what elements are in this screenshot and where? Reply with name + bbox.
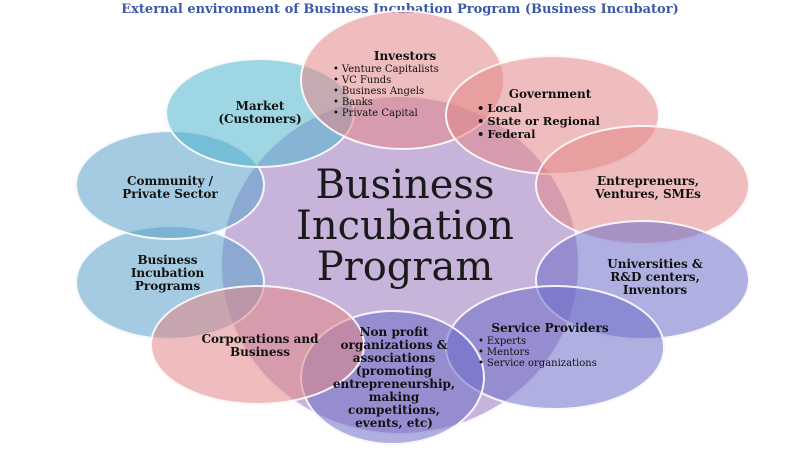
nonprofit-line-8: events, etc) xyxy=(355,416,433,430)
center-line-2: Incubation xyxy=(296,203,514,249)
entrepreneurs-line-2: Ventures, SMEs xyxy=(595,187,701,201)
corporations-line-2: Business xyxy=(229,345,291,359)
universities-line-1: Universities & xyxy=(607,257,703,271)
list-item: Private Capital xyxy=(333,108,439,119)
list-item: State or Regional xyxy=(477,115,600,128)
entrepreneurs-line-1: Entrepreneurs, xyxy=(596,174,700,188)
community-line-1: Community / xyxy=(126,174,214,188)
list-item: Service organizations xyxy=(478,358,597,369)
universities-line-2: R&D centers, xyxy=(610,270,700,284)
nonprofit-line-4: (promoting xyxy=(355,364,433,378)
nonprofit-line-7: competitions, xyxy=(348,403,440,417)
bip-line-1: Business xyxy=(137,253,198,267)
list-item: Venture Capitalists xyxy=(333,64,439,75)
government-list: Local State or Regional Federal xyxy=(477,102,600,141)
diagram-title: External environment of Business Incubat… xyxy=(121,2,679,17)
business-incubation-programs-label: Business Incubation Programs xyxy=(105,254,230,293)
center-line-3: Program xyxy=(316,244,494,290)
market-line-1: Market xyxy=(235,99,285,113)
list-item: Local xyxy=(477,102,600,115)
bip-line-2: Incubation xyxy=(130,266,205,280)
market-label: Market (Customers) xyxy=(200,100,320,126)
list-item: Business Angels xyxy=(333,86,439,97)
list-item: Banks xyxy=(333,97,439,108)
government-label: Government xyxy=(508,87,592,101)
nonprofit-label: Non profit organizations & associations … xyxy=(328,326,460,430)
community-line-2: Private Sector xyxy=(122,187,218,201)
list-item: Experts xyxy=(478,336,597,347)
corporations-label: Corporations and Business xyxy=(180,333,340,359)
corporations-circle xyxy=(150,285,365,405)
nonprofit-line-2: organizations & xyxy=(340,338,448,352)
market-line-2: (Customers) xyxy=(218,112,302,126)
nonprofit-line-1: Non profit xyxy=(359,325,429,339)
investors-list: Venture Capitalists VC Funds Business An… xyxy=(333,64,439,119)
nonprofit-line-5: entrepreneurship, xyxy=(332,377,456,391)
investors-label: Investors xyxy=(373,49,437,63)
community-label: Community / Private Sector xyxy=(100,175,240,201)
nonprofit-line-6: making xyxy=(368,390,420,404)
universities-line-3: Inventors xyxy=(622,283,688,297)
corporations-line-1: Corporations and xyxy=(201,332,319,346)
list-item: VC Funds xyxy=(333,75,439,86)
center-line-1: Business xyxy=(315,162,495,208)
list-item: Mentors xyxy=(478,347,597,358)
nonprofit-line-3: associations xyxy=(352,351,436,365)
service-providers-list: Experts Mentors Service organizations xyxy=(478,336,597,369)
universities-label: Universities & R&D centers, Inventors xyxy=(575,258,735,297)
entrepreneurs-label: Entrepreneurs, Ventures, SMEs xyxy=(568,175,728,201)
list-item: Federal xyxy=(477,128,600,141)
service-providers-label: Service Providers xyxy=(491,321,609,335)
bip-line-3: Programs xyxy=(134,279,201,293)
center-label: Business Incubation Program xyxy=(250,165,560,288)
